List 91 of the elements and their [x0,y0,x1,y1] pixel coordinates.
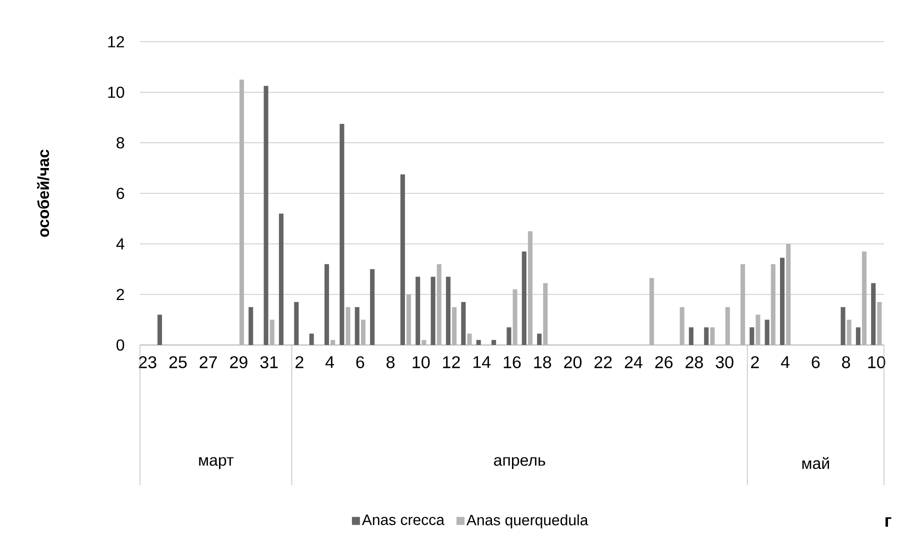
x-tick-label: 8 [842,356,850,368]
legend-label: Anas crecca [362,514,444,526]
text: г [886,517,892,527]
bar [506,327,512,345]
y-axis-title: особей/час [37,150,50,237]
x-tick-label: 29 [230,356,248,368]
bar [649,278,654,345]
bar [710,327,715,345]
bar [354,307,360,345]
x-tick-label: 10 [412,356,430,368]
bar [780,258,785,345]
bar [436,264,442,345]
x-tick-label: 6 [812,356,820,368]
bar [467,334,472,345]
bar [786,244,791,345]
bar [309,334,314,345]
bar [346,307,350,345]
y-tick-label: 8 [116,137,124,148]
bar [452,307,457,345]
bar [856,327,860,345]
bar [476,340,481,345]
x-tick-label: 26 [655,356,673,368]
bar [461,302,466,345]
x-tick-label: 23 [139,356,156,368]
text: апрель [494,457,546,470]
bar [248,307,254,345]
x-tick-label: 27 [200,356,217,368]
x-tick-label: 22 [594,356,612,368]
bar [862,251,867,345]
bar [522,251,526,345]
x-tick-label: 6 [356,356,364,368]
bar [871,283,876,345]
bar [492,340,496,345]
x-tick-label: 28 [686,356,703,368]
x-tick-label: 10 [868,356,886,368]
y-tick-label: 12 [108,36,124,48]
bar [239,80,244,345]
bar [430,276,436,345]
bar [537,334,542,345]
x-tick-label: 14 [473,356,491,368]
bar [543,283,548,345]
text: март [199,457,234,470]
x-tick-label: 2 [751,356,759,368]
x-tick-label: 4 [325,356,334,368]
bar [750,327,754,345]
bar [704,327,709,345]
x-tick-label: 30 [716,356,734,368]
bar [840,307,846,345]
bar [370,269,375,345]
bar [756,314,760,345]
bar [406,294,412,345]
y-tick-label: 6 [116,188,124,200]
x-tick-label: 20 [564,356,582,368]
x-tick-label: 4 [780,356,790,368]
bar [324,264,330,345]
bar [264,86,268,345]
y-tick-label: 2 [116,288,124,300]
y-tick-label: 0 [116,339,124,351]
legend-label: Anas querquedula [466,514,588,528]
bar [340,124,344,345]
bar [725,307,730,345]
bar [270,320,274,345]
x-tick-label: 8 [386,356,395,368]
bar [446,276,451,345]
bar [416,276,420,345]
bar [680,307,684,345]
x-tick-label: 16 [504,356,521,368]
bar [422,340,426,345]
x-tick-label: 18 [534,356,552,368]
bar [278,214,284,345]
bar [360,320,366,345]
bar [330,340,336,345]
bar [846,320,852,345]
bar [528,231,532,345]
bar [400,174,405,345]
bar [294,302,299,345]
x-tick-label: 31 [260,356,278,368]
x-tick-label: 2 [296,356,304,368]
y-tick-label: 10 [108,86,124,98]
x-tick-label: 25 [169,356,187,368]
bar [157,314,162,345]
bar [764,320,770,345]
x-tick-label: 12 [443,356,460,368]
x-tick-label: 24 [624,356,642,368]
bar [688,327,694,345]
bar [770,264,776,345]
bar [877,302,882,345]
bar [512,289,518,345]
text: май [802,457,829,470]
bar [740,264,746,345]
y-tick-label: 4 [116,238,124,250]
